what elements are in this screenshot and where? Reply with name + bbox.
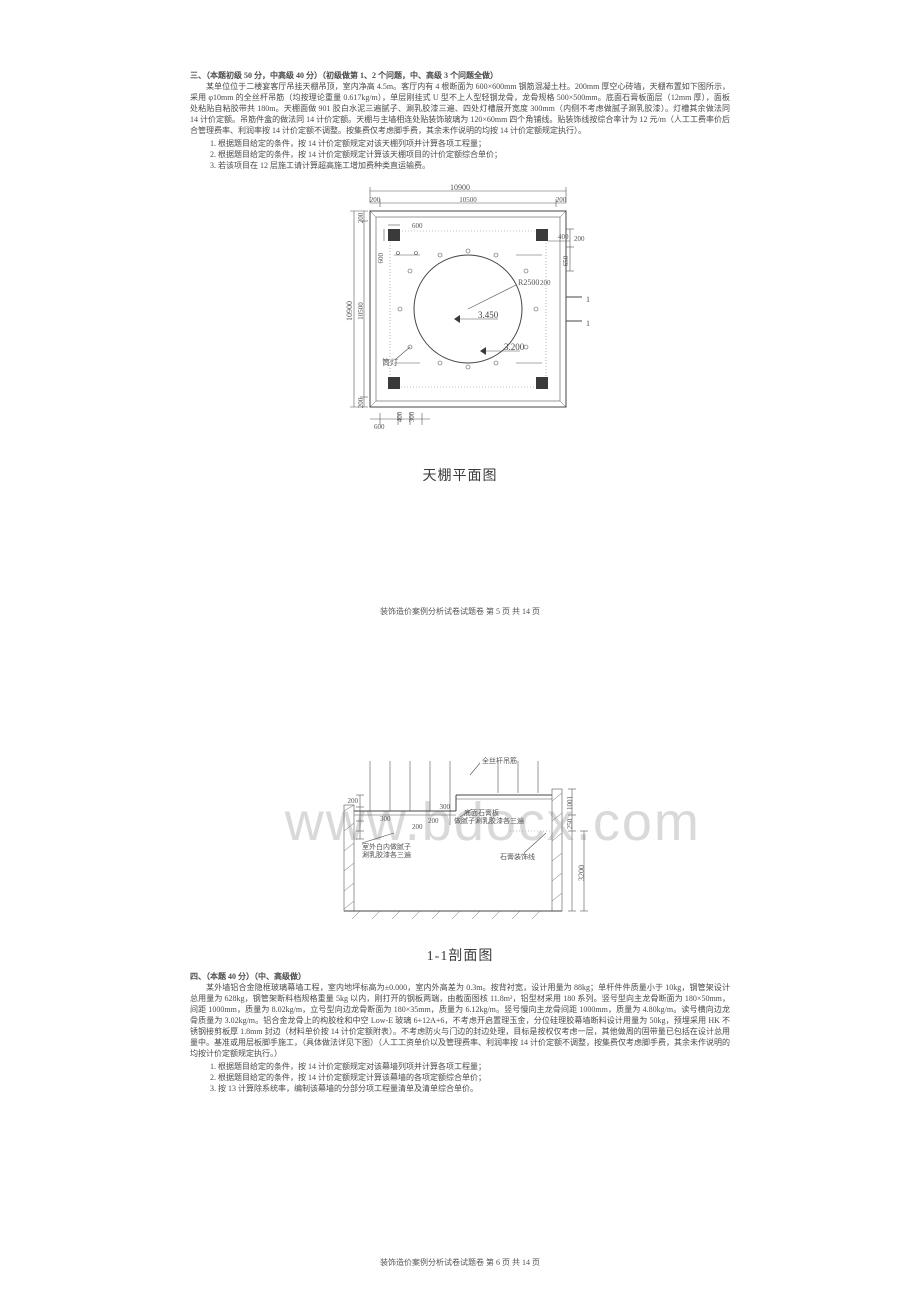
section-caption: 1-1剖面图 bbox=[190, 945, 730, 965]
q4-heading: 四、（本题 40 分）（中、高级做） bbox=[190, 971, 730, 982]
hangers bbox=[370, 761, 538, 811]
svg-text:筒灯: 筒灯 bbox=[382, 357, 398, 367]
q4-body: 某外墙铝合金隐框玻璃幕墙工程，室内地坪标高为±0.000，室内外高差为 0.3m… bbox=[190, 982, 730, 1059]
q3-body: 某单位位于二楼宴客厅吊挂天棚吊顶，室内净高 4.5m。客厅内有 4 根断面为 6… bbox=[190, 81, 730, 136]
svg-text:1: 1 bbox=[586, 295, 590, 304]
svg-text:10500: 10500 bbox=[459, 196, 477, 204]
page-2: www.bdocx.com 全丝杆吊筋 bbox=[0, 651, 920, 1302]
svg-text:250: 250 bbox=[566, 818, 574, 829]
svg-text:300: 300 bbox=[440, 803, 451, 811]
svg-text:做腻子涮乳胶漆各三遍: 做腻子涮乳胶漆各三遍 bbox=[454, 816, 524, 825]
svg-text:200: 200 bbox=[540, 279, 551, 287]
q3-item: 2. 根据题目给定的条件，按 14 计价定额规定计算该天棚项目的计价定额综合单价… bbox=[210, 149, 730, 160]
svg-text:10900: 10900 bbox=[450, 183, 470, 192]
svg-text:石膏装饰线: 石膏装饰线 bbox=[500, 852, 535, 861]
plan-svg: 10900 200 10500 200 10900 200 1050 bbox=[310, 181, 610, 461]
svg-text:300: 300 bbox=[380, 815, 391, 823]
svg-text:600: 600 bbox=[412, 222, 423, 230]
svg-text:600: 600 bbox=[377, 253, 385, 264]
svg-text:650: 650 bbox=[562, 255, 570, 266]
svg-text:R2500: R2500 bbox=[518, 278, 539, 287]
q4-item: 2. 根据题目给定的条件，按 14 计价定额规定计算该幕墙的各项定额综合单价； bbox=[210, 1072, 730, 1083]
svg-text:1001: 1001 bbox=[566, 796, 574, 811]
plan-figure: 10900 200 10500 200 10900 200 1050 bbox=[190, 181, 730, 485]
section-svg: 全丝杆吊筋 石膏装饰线 bbox=[300, 751, 620, 941]
q3-heading: 三、（本题初级 50 分，中高级 40 分）（初级做第 1、2 个问题，中、高级… bbox=[190, 70, 730, 81]
svg-text:200: 200 bbox=[428, 817, 439, 825]
q4-list: 1. 根据题目给定的条件，按 14 计价定额规定对该幕墙列项并计算各项工程量； … bbox=[210, 1061, 730, 1094]
svg-text:200: 200 bbox=[574, 235, 585, 243]
svg-text:200: 200 bbox=[412, 823, 423, 831]
svg-text:200: 200 bbox=[348, 797, 359, 805]
q4-item: 3. 按 13 计算除系统率，编制该幕墙的分部分项工程量清单及清单综合单价。 bbox=[210, 1083, 730, 1094]
q3-list: 1. 根据题目给定的条件，按 14 计价定额规定对该天棚列项并计算各项工程量； … bbox=[210, 138, 730, 171]
svg-text:400: 400 bbox=[558, 233, 569, 241]
svg-text:400: 400 bbox=[396, 411, 404, 422]
svg-text:200: 200 bbox=[357, 397, 365, 408]
svg-text:3.200: 3.200 bbox=[504, 342, 525, 352]
page-1: 三、（本题初级 50 分，中高级 40 分）（初级做第 1、2 个问题，中、高级… bbox=[0, 0, 920, 651]
q3-item: 3. 若该项目在 12 层施工请计算超高施工增加费种类直运输费。 bbox=[210, 160, 730, 171]
q4-item: 1. 根据题目给定的条件，按 14 计价定额规定对该幕墙列项并计算各项工程量； bbox=[210, 1061, 730, 1072]
svg-text:10900: 10900 bbox=[345, 301, 354, 321]
svg-text:10500: 10500 bbox=[357, 302, 365, 320]
svg-text:200: 200 bbox=[556, 196, 567, 204]
svg-text:底面石膏板: 底面石膏板 bbox=[464, 808, 499, 817]
svg-text:600: 600 bbox=[374, 423, 385, 431]
q3-item: 1. 根据题目给定的条件，按 14 计价定额规定对该天棚列项并计算各项工程量； bbox=[210, 138, 730, 149]
svg-text:200: 200 bbox=[370, 196, 381, 204]
section-figure: 全丝杆吊筋 石膏装饰线 bbox=[190, 751, 730, 965]
svg-text:1: 1 bbox=[586, 319, 590, 328]
page1-footer: 装饰造价案例分析试卷试题卷 第 5 页 共 14 页 bbox=[0, 606, 920, 617]
svg-text:300: 300 bbox=[408, 411, 416, 422]
plan-caption: 天棚平面图 bbox=[190, 465, 730, 485]
page2-footer: 装饰造价案例分析试卷试题卷 第 6 页 共 14 页 bbox=[0, 1257, 920, 1268]
svg-text:200: 200 bbox=[357, 212, 365, 223]
svg-text:3.450: 3.450 bbox=[478, 310, 499, 320]
svg-text:3200: 3200 bbox=[577, 865, 586, 881]
svg-text:室外白内做腻子: 室外白内做腻子 bbox=[362, 842, 411, 851]
svg-text:涮乳胶漆各三遍: 涮乳胶漆各三遍 bbox=[362, 850, 411, 859]
svg-text:全丝杆吊筋: 全丝杆吊筋 bbox=[482, 756, 517, 765]
